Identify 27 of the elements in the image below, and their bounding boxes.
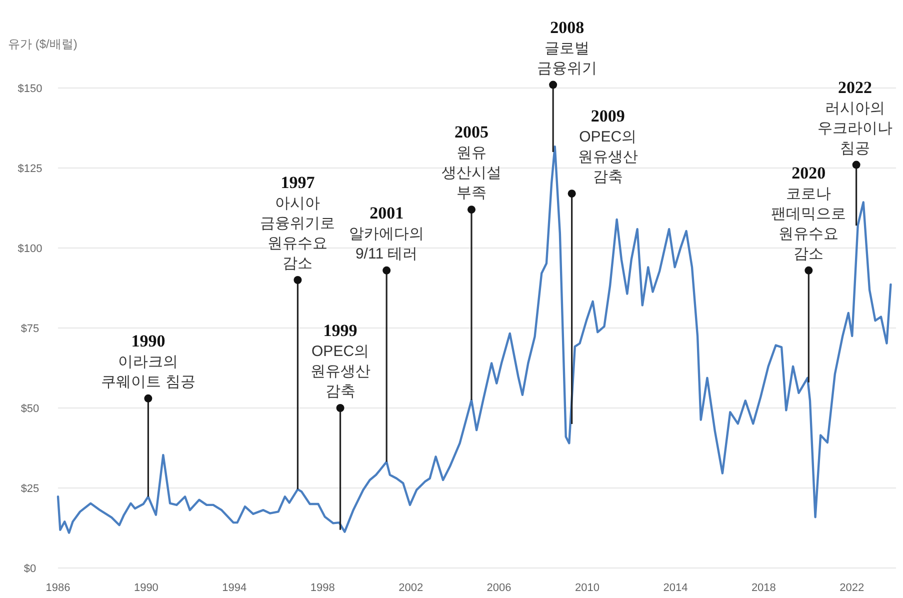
y-tick-label: $150 bbox=[18, 83, 42, 95]
annotation: 2020 코로나 팬데믹으로 원유수요 감소 bbox=[771, 163, 846, 262]
annotation: 2008 글로벌 금융위기 bbox=[537, 18, 598, 77]
x-tick-label: 2006 bbox=[486, 582, 512, 594]
y-tick-label: $100 bbox=[18, 243, 42, 255]
y-tick-label: $25 bbox=[20, 483, 40, 495]
x-tick-label: 1998 bbox=[310, 582, 335, 594]
x-tick-label: 2010 bbox=[575, 582, 600, 594]
x-tick-label: 1986 bbox=[46, 582, 70, 594]
annotation: 2009 OPEC의 원유생산 감축 bbox=[578, 106, 638, 186]
y-axis-title: 유가 ($/배럴) bbox=[8, 37, 78, 51]
y-tick-label: $125 bbox=[18, 163, 42, 175]
annotation: 1990 이라크의 쿠웨이트 침공 bbox=[101, 331, 196, 390]
annotation: 2005 원유 생산시설 부족 bbox=[441, 122, 502, 202]
x-tick-label: 2002 bbox=[398, 582, 424, 594]
annotation: 2022 러시아의 우크라이나 침공 bbox=[818, 78, 892, 157]
x-tick-label: 1990 bbox=[134, 582, 158, 594]
x-tick-label: 2022 bbox=[840, 582, 864, 594]
x-tick-label: 2014 bbox=[663, 582, 688, 594]
x-tick-label: 2018 bbox=[751, 582, 776, 594]
annotation: 2001 알카에다의 9/11 테러 bbox=[349, 203, 424, 262]
x-tick-label: 1994 bbox=[222, 582, 247, 594]
annotation: 1997 아시아 금융위기로 원유수요 감소 bbox=[260, 173, 336, 272]
y-tick-label: $50 bbox=[20, 403, 40, 415]
annotation: 1999 OPEC의 원유생산 감축 bbox=[310, 321, 370, 400]
y-tick-label: $0 bbox=[24, 563, 36, 575]
y-tick-label: $75 bbox=[20, 323, 40, 335]
